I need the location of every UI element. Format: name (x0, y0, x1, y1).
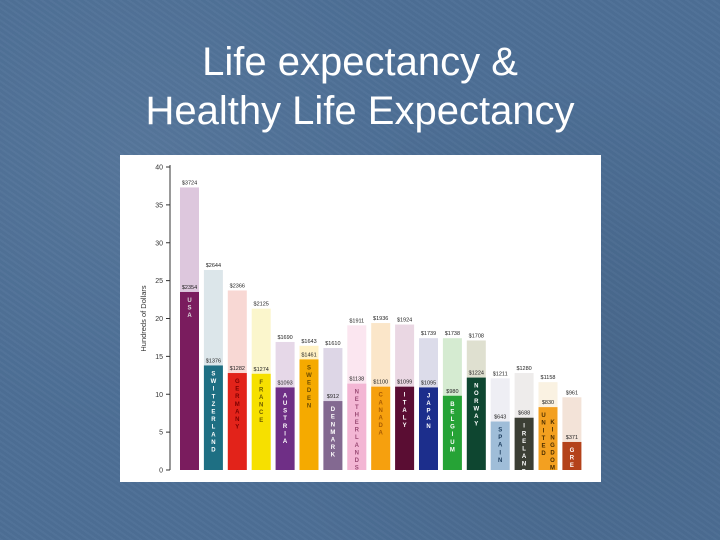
bar-total-value-label: $1643 (301, 339, 316, 345)
bars (180, 187, 582, 470)
bar-country-label: GREECE (570, 448, 575, 482)
bar-public (347, 383, 367, 470)
bar-total-value-label: $1211 (493, 371, 508, 377)
axes: 0 5 10 15 20 25 30 35 40 Hundreds of Dollars (139, 165, 171, 475)
y-axis-title: Hundreds of Dollars (139, 285, 148, 352)
slide-title-line-2: Healthy Life Expectancy (145, 89, 575, 133)
bar-public-value-label: $2354 (182, 285, 197, 291)
y-tick-label: 0 (159, 468, 163, 475)
bar-public (203, 365, 223, 470)
bar-total-value-label: $1690 (277, 335, 292, 341)
bar-public (538, 407, 558, 470)
bar-public-value-label: $1093 (277, 380, 292, 386)
value-labels: $3724 $2354 $2644 $1376 $2366 $1282 $2125 $1274… (182, 180, 578, 482)
bar-total-value-label: $1280 (516, 366, 531, 372)
bar-public-value-label: $643 (494, 415, 506, 421)
bar-total-value-label: $961 (566, 390, 578, 396)
bar-total-value-label: $1708 (469, 333, 484, 339)
bar-public (299, 359, 319, 470)
bar-total-value-label: $1739 (421, 331, 436, 337)
bar-public (395, 386, 415, 470)
y-tick-label: 25 (155, 278, 163, 285)
y-tick-label: 10 (155, 392, 163, 399)
bar-public (490, 421, 510, 470)
bar-public-value-label: $1282 (230, 366, 245, 372)
bar-public-value-label: $912 (327, 394, 339, 400)
bar-public-value-label: $1224 (469, 371, 484, 377)
bar-public (275, 387, 295, 470)
bar-public-value-label: $980 (446, 389, 458, 395)
bar-public (466, 377, 486, 470)
chart-panel: 0 5 10 15 20 25 30 35 40 Hundreds of Dollars $372… (120, 155, 601, 482)
bar-public-value-label: $1376 (206, 358, 221, 364)
slide-title-line-1: Life expectancy & (202, 40, 518, 84)
bar-total-value-label: $1610 (325, 341, 340, 347)
bar-total-value-label: $1738 (445, 331, 460, 337)
bar-public-value-label: $1274 (254, 367, 269, 373)
bar-public (442, 395, 462, 470)
y-tick-label: 30 (155, 240, 163, 247)
bar-public (371, 386, 391, 470)
bar-total-value-label: $3724 (182, 180, 197, 186)
bar-total-value-label: $2644 (206, 263, 221, 269)
bar-public (419, 387, 438, 470)
bar-total-value-label: $1158 (541, 375, 556, 381)
bar-chart: 0 5 10 15 20 25 30 35 40 Hundreds of Dollars $372… (139, 165, 582, 482)
bar-public-value-label: $1095 (421, 380, 436, 386)
bar-public (180, 291, 199, 470)
y-tick-label: 40 (155, 165, 163, 172)
bar-public (227, 373, 247, 470)
bar-public-value-label: $1099 (397, 380, 412, 386)
bar-public-value-label: $830 (542, 400, 554, 406)
y-tick-label: 20 (155, 316, 163, 323)
bar-public-value-label: $1461 (301, 352, 316, 358)
bar-public-value-label: $371 (566, 435, 578, 441)
bar-total-value-label: $2125 (254, 302, 269, 308)
bar-total-value-label: $1924 (397, 318, 412, 324)
bar-public (251, 373, 271, 470)
y-tick-label: 35 (155, 202, 163, 209)
bar-public (323, 401, 343, 470)
bar-total-value-label: $2366 (230, 283, 245, 289)
slide-title: Life expectancy & Healthy Life Expectanc… (0, 38, 720, 136)
bar-total-value-label: $1936 (373, 316, 388, 322)
bar-public-value-label: $688 (518, 411, 530, 417)
bar-public (514, 417, 534, 470)
y-tick-label: 5 (159, 430, 163, 437)
bar-public-value-label: $1100 (373, 380, 388, 386)
bar-public (562, 441, 582, 470)
y-tick-label: 15 (155, 354, 163, 361)
bar-total-value-label: $1911 (349, 318, 364, 324)
bar-public-value-label: $1138 (349, 377, 364, 383)
